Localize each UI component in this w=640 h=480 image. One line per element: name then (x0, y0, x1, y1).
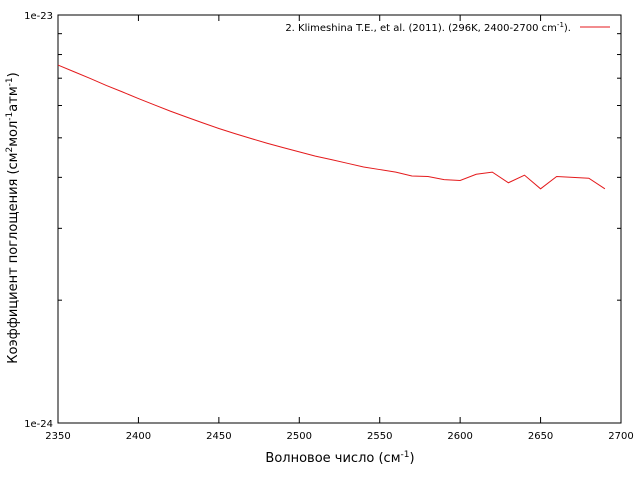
plot-frame (57, 14, 622, 424)
series-group (57, 64, 606, 190)
x-tick-label: 2700 (608, 431, 633, 442)
y-tick-label: 1e-23 (24, 11, 53, 22)
y-axis-ticks: 1e-24 1e-23 (24, 11, 621, 430)
y-axis-label: Коэффициент поглощения (см2мол-1атм-1) (5, 72, 21, 363)
x-tick-label: 2350 (45, 431, 70, 442)
y-tick-label: 1e-24 (24, 419, 53, 430)
legend-entry-label: 2. Klimeshina T.E., et al. (2011). (296K… (285, 21, 571, 34)
x-tick-label: 2600 (447, 431, 472, 442)
x-tick-label: 2400 (126, 431, 151, 442)
legend: 2. Klimeshina T.E., et al. (2011). (296K… (285, 21, 610, 34)
x-tick-label: 2550 (367, 431, 392, 442)
x-tick-label: 2650 (528, 431, 553, 442)
x-tick-label: 2450 (206, 431, 231, 442)
series-line (57, 64, 606, 190)
x-tick-label: 2500 (287, 431, 312, 442)
x-axis-ticks: 2350 2400 2450 2500 2550 2600 2650 2700 (45, 15, 634, 442)
x-axis-label: Волновое число (см-1) (265, 450, 414, 466)
